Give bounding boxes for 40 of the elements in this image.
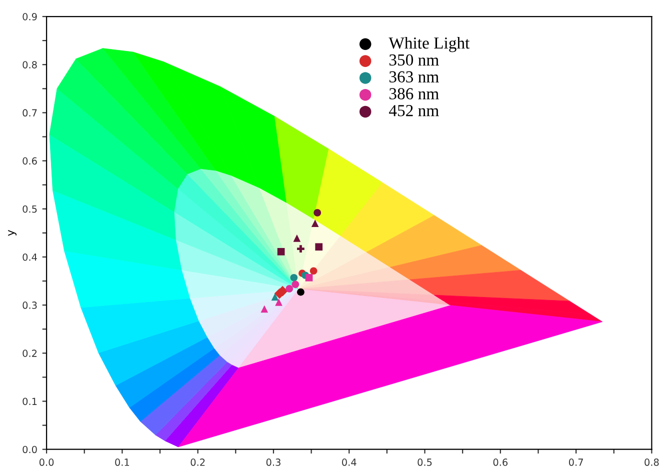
y-tick-label: 0.6 <box>22 157 37 165</box>
legend-label: 386 nm <box>389 88 439 100</box>
x-tick-label: 0.0 <box>39 458 54 466</box>
y-tick-label: 0.8 <box>22 61 37 68</box>
x-tick-label: 0.1 <box>115 458 130 466</box>
point <box>271 293 279 301</box>
x-tick-label: 0.5 <box>418 458 432 466</box>
y-axis-title: y <box>8 230 17 236</box>
point <box>277 248 285 256</box>
point <box>290 274 298 282</box>
y-tick-label: 0.4 <box>22 253 37 261</box>
point <box>275 298 282 306</box>
point <box>297 288 304 296</box>
x-tick-label: 0.7 <box>568 458 583 466</box>
y-tick-label: 0.1 <box>22 398 37 406</box>
point <box>305 274 313 282</box>
y-tick-label: 0.9 <box>22 13 37 20</box>
y-tick-label: 0.3 <box>22 302 37 309</box>
point <box>310 267 318 275</box>
point <box>292 280 300 288</box>
legend-label: 363 nm <box>389 71 439 82</box>
y-tick-label: 0.0 <box>22 446 37 454</box>
legend-label: 452 nm <box>389 105 439 116</box>
x-tick-label: 0.6 <box>493 458 508 466</box>
point <box>286 285 294 292</box>
point <box>311 220 319 227</box>
y-tick-label: 0.2 <box>22 350 37 357</box>
legend-label: White Light <box>388 36 470 52</box>
x-tick-label: 0.4 <box>342 458 356 466</box>
point <box>297 245 304 252</box>
x-tick-label: 0.3 <box>266 458 280 466</box>
point <box>314 209 322 216</box>
point <box>293 234 301 242</box>
legend-label: 350 nm <box>389 54 439 66</box>
x-tick-label: 0.8 <box>644 458 659 466</box>
point <box>315 243 323 251</box>
y-tick-label: 0.5 <box>22 205 37 213</box>
y-tick-label: 0.7 <box>22 109 37 117</box>
x-tick-label: 0.2 <box>190 458 205 466</box>
point <box>260 305 268 313</box>
